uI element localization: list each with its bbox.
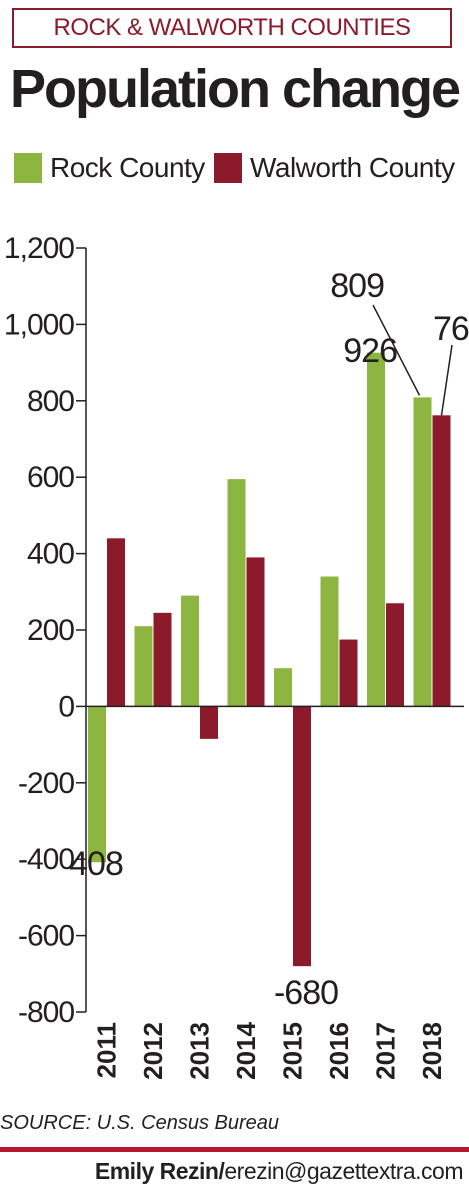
data-label-rock-county-2018: 809 bbox=[330, 267, 384, 305]
y-tick-label--200: -200 bbox=[18, 767, 74, 800]
data-label-rock-county-2017: 926 bbox=[343, 332, 397, 370]
bar-walworth-2012 bbox=[153, 612, 172, 707]
legend: Rock County Walworth County bbox=[0, 148, 469, 188]
chart-title: Population change bbox=[9, 59, 461, 119]
data-label-rock-county-2011: 408 bbox=[69, 845, 123, 883]
source-note: SOURCE: U.S. Census Bureau bbox=[0, 1112, 279, 1134]
bar-rock-2015 bbox=[274, 668, 292, 707]
bar-rock-2011 bbox=[88, 706, 106, 863]
bar-walworth-2017 bbox=[386, 603, 404, 707]
y-tick-label-400: 400 bbox=[27, 538, 74, 571]
bar-chart: 1,200 1,000 800 600 400 200 0 -200 -400 -600 -800 2… bbox=[4, 232, 469, 1080]
legend-item-walworth: Walworth County bbox=[214, 148, 455, 188]
bar-rock-2018 bbox=[413, 397, 432, 707]
credit-name: Emily Rezin/ bbox=[94, 1158, 225, 1184]
credit-email: erezin@gazettextra.com bbox=[224, 1158, 463, 1184]
y-tick-label--800: -800 bbox=[18, 996, 74, 1029]
bar-walworth-2016 bbox=[339, 639, 358, 707]
y-tick-label-600: 600 bbox=[27, 461, 74, 494]
bar-rock-2013 bbox=[181, 595, 199, 707]
data-label-walworth-county-2015: -680 bbox=[274, 974, 338, 1012]
x-tick-label-2017: 2017 bbox=[371, 1022, 401, 1080]
credit-line: Emily Rezin/erezin@gazettextra.com bbox=[94, 1158, 464, 1185]
y-tick-label-200: 200 bbox=[27, 614, 74, 647]
kicker-banner: ROCK & WALWORTH COUNTIES bbox=[12, 8, 452, 48]
x-tick-label-2015: 2015 bbox=[278, 1022, 308, 1080]
bar-walworth-2018 bbox=[432, 415, 451, 707]
y-tick-label-0: 0 bbox=[58, 690, 74, 723]
bar-walworth-2014 bbox=[246, 557, 265, 707]
bar-rock-2014 bbox=[227, 479, 246, 707]
bar-walworth-2015 bbox=[293, 706, 311, 967]
legend-label-walworth: Walworth County bbox=[250, 152, 455, 183]
legend-swatch-walworth bbox=[214, 153, 242, 183]
x-tick-label-2016: 2016 bbox=[324, 1022, 354, 1080]
x-tick-label-2014: 2014 bbox=[231, 1021, 261, 1079]
y-tick-label-1000: 1,000 bbox=[4, 308, 74, 341]
x-tick-label-2013: 2013 bbox=[185, 1022, 215, 1080]
bar-rock-2017 bbox=[367, 352, 385, 707]
x-tick-label-2018: 2018 bbox=[417, 1022, 447, 1080]
bar-walworth-2013 bbox=[200, 706, 218, 739]
footer-rule bbox=[0, 1147, 469, 1152]
y-tick-label-800: 800 bbox=[27, 385, 74, 418]
bar-rock-2012 bbox=[134, 626, 153, 707]
bar-walworth-2011 bbox=[107, 538, 125, 707]
x-tick-label-2011: 2011 bbox=[92, 1022, 122, 1078]
y-tick-label--400: -400 bbox=[18, 843, 74, 876]
y-tick-label-1200: 1,200 bbox=[4, 232, 74, 265]
data-label-walworth-county-2018: 762 bbox=[433, 310, 469, 348]
legend-label-rock: Rock County bbox=[50, 152, 205, 183]
bar-rock-2016 bbox=[320, 576, 339, 707]
x-tick-label-2012: 2012 bbox=[138, 1022, 168, 1080]
legend-swatch-rock bbox=[14, 153, 42, 183]
legend-item-rock: Rock County bbox=[14, 148, 205, 188]
y-tick-label--600: -600 bbox=[18, 920, 74, 953]
leader-line-rock-2018 bbox=[372, 304, 421, 396]
leader-line-walworth-2018 bbox=[440, 344, 453, 416]
